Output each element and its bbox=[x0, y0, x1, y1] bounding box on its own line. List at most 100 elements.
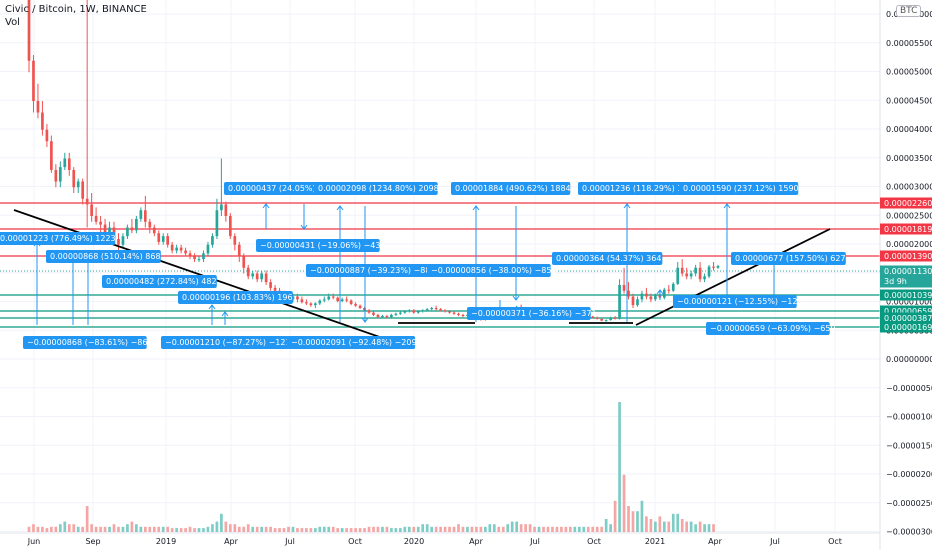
candle-body bbox=[345, 299, 348, 301]
candle-body bbox=[416, 311, 420, 313]
measurement-label: −0.00000856 (−38.00%) −856 bbox=[431, 266, 557, 275]
measurement-box bbox=[287, 336, 416, 349]
candle-body bbox=[689, 273, 693, 277]
measure-arrowhead bbox=[262, 203, 270, 209]
price-tag-label: 0.00000659 bbox=[884, 307, 932, 316]
volume-bar bbox=[376, 526, 380, 532]
volume-bar bbox=[81, 526, 85, 532]
measure-arrowhead bbox=[623, 203, 631, 209]
volume-bar bbox=[542, 526, 545, 532]
candle-body bbox=[327, 296, 331, 300]
volume-bar bbox=[246, 524, 250, 532]
volume-bar bbox=[27, 526, 31, 532]
volume-bar bbox=[439, 526, 442, 532]
volume-bar bbox=[32, 524, 35, 532]
volume-bar bbox=[372, 526, 375, 532]
symbol-title[interactable]: Civic / Bitcoin, 1W, BINANCE bbox=[5, 4, 147, 15]
price-tag bbox=[880, 289, 932, 301]
price-tag-label: 0.00001130 bbox=[884, 267, 932, 276]
measurement-label: −0.00000431 (−19.06%) −431 bbox=[260, 241, 386, 250]
volume-bar bbox=[237, 526, 241, 532]
volume-bar bbox=[407, 526, 411, 532]
volume-bar bbox=[67, 524, 71, 532]
measurement-box bbox=[46, 250, 161, 263]
candle-body bbox=[237, 244, 241, 257]
candle-body bbox=[54, 170, 58, 182]
volume-bar bbox=[152, 526, 156, 532]
volume-bar bbox=[108, 526, 111, 532]
volume-bar bbox=[157, 526, 161, 532]
candle-body bbox=[193, 256, 196, 260]
measurement-label: −0.00000121 (−12.55%) −121 bbox=[677, 297, 803, 306]
volume-bar bbox=[148, 526, 152, 532]
candle-body bbox=[41, 112, 44, 130]
candle-body bbox=[461, 314, 465, 317]
x-tick-label: Oct bbox=[587, 537, 601, 546]
x-tick-label: Jul bbox=[284, 537, 295, 546]
measure-arrowhead bbox=[300, 224, 308, 230]
price-tag-label: 0.00001039 bbox=[884, 291, 932, 300]
candle-body bbox=[188, 253, 192, 257]
volume-bar bbox=[291, 526, 295, 532]
volume-bar bbox=[622, 474, 626, 532]
candle-body bbox=[161, 236, 165, 242]
measurement-box bbox=[224, 182, 335, 195]
candle-body bbox=[99, 221, 102, 225]
y-tick-label: 0.00005000 bbox=[886, 68, 932, 77]
volume-bar bbox=[354, 528, 357, 532]
volume-bar bbox=[327, 526, 331, 532]
volume-bar bbox=[76, 526, 80, 532]
measurement-label: −0.00000887 (−39.23%) −887 bbox=[310, 266, 436, 275]
x-tick-label: Apr bbox=[469, 537, 484, 546]
price-tag-label: 0.00001819 bbox=[884, 225, 932, 234]
candle-body bbox=[667, 289, 671, 291]
measure-arrowhead bbox=[361, 317, 369, 323]
volume-bar bbox=[600, 526, 604, 532]
currency-badge[interactable]: BTC bbox=[896, 5, 922, 17]
measurement-box bbox=[23, 336, 147, 349]
candle-body bbox=[215, 210, 219, 237]
y-tick-label: 0.00004500 bbox=[886, 96, 932, 105]
volume-bar bbox=[367, 526, 371, 532]
volume-bar bbox=[457, 524, 460, 532]
candle-body bbox=[662, 289, 666, 298]
measurement-label: 0.00000677 (157.50%) 627 bbox=[735, 254, 846, 263]
volume-bar bbox=[434, 526, 438, 532]
candle-body bbox=[260, 273, 263, 280]
candle-body bbox=[358, 305, 362, 308]
measurement-label: −0.00001210 (−87.27%) −1210 bbox=[165, 338, 296, 347]
y-tick-label: −0.00003000 bbox=[886, 528, 932, 537]
measurement-label: 0.00001223 (776.49%) 1223 bbox=[0, 234, 116, 243]
volume-bar bbox=[452, 526, 456, 532]
candle-body bbox=[372, 312, 375, 315]
price-tag bbox=[880, 265, 932, 288]
price-tag bbox=[880, 305, 932, 317]
x-tick-label: Apr bbox=[708, 537, 723, 546]
candle-body bbox=[117, 239, 120, 245]
volume-bar bbox=[54, 526, 58, 532]
volume-bar bbox=[85, 506, 89, 532]
measurement-box bbox=[178, 291, 293, 304]
candle-body bbox=[309, 303, 313, 306]
measure-arrowhead bbox=[208, 304, 216, 310]
volume-bar bbox=[264, 526, 268, 532]
candle-body bbox=[399, 312, 402, 314]
candle-body bbox=[45, 129, 49, 142]
candle-body bbox=[595, 317, 599, 319]
candle-body bbox=[313, 303, 317, 306]
candle-body bbox=[175, 247, 178, 251]
candle-body bbox=[300, 299, 304, 303]
volume-bar bbox=[671, 513, 675, 532]
measurement-label: −0.00000659 (−63.09%) −659 bbox=[710, 324, 836, 333]
volume-bar bbox=[50, 526, 53, 532]
candle-body bbox=[121, 236, 125, 245]
volume-bar bbox=[170, 528, 174, 532]
measure-arrowhead bbox=[723, 203, 731, 209]
candle-body bbox=[246, 267, 250, 277]
volume-bar bbox=[215, 521, 219, 532]
volume-bar bbox=[166, 526, 170, 532]
volume-bar bbox=[591, 526, 595, 532]
price-tag-label: 0.00001390 bbox=[884, 252, 932, 261]
volume-bar bbox=[654, 521, 657, 532]
